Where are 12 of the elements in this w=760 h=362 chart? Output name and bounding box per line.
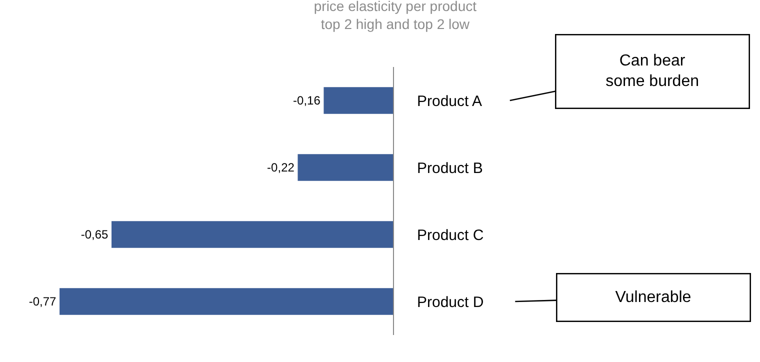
y-tick-label: Product A [417,92,482,110]
data-label: -0,65 [80,228,109,242]
chart-title: price elasticity per product [314,0,477,14]
text: Can bear some burden [606,52,699,90]
y-tick-label: Product C [417,226,484,244]
data-label: -0,22 [267,160,295,174]
y-tick-label: Product B [417,160,483,177]
data-label: -0,77 [28,294,57,308]
data-label: -0,16 [293,94,321,108]
y-tick-label: Product D [417,294,484,311]
text: Vulnerable [615,288,692,306]
chart-subtitle: top 2 high and top 2 low [320,16,470,32]
